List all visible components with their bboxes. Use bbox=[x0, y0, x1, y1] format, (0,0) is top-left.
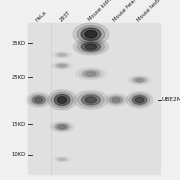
Ellipse shape bbox=[54, 63, 70, 68]
Text: 25KD: 25KD bbox=[12, 75, 26, 80]
Ellipse shape bbox=[85, 44, 97, 50]
Ellipse shape bbox=[86, 72, 96, 76]
Ellipse shape bbox=[57, 53, 68, 57]
Ellipse shape bbox=[104, 94, 128, 106]
Text: Mouse kidney: Mouse kidney bbox=[87, 0, 117, 22]
Ellipse shape bbox=[57, 96, 67, 103]
Text: 10KD: 10KD bbox=[12, 152, 26, 157]
Ellipse shape bbox=[128, 76, 151, 84]
Text: HeLa: HeLa bbox=[35, 10, 48, 22]
Ellipse shape bbox=[51, 92, 73, 108]
Ellipse shape bbox=[109, 96, 123, 103]
Text: UBE2M: UBE2M bbox=[162, 97, 180, 102]
Ellipse shape bbox=[56, 124, 69, 130]
Ellipse shape bbox=[126, 92, 153, 108]
Ellipse shape bbox=[73, 39, 108, 55]
Text: 15KD: 15KD bbox=[12, 122, 26, 127]
Ellipse shape bbox=[78, 93, 104, 107]
Ellipse shape bbox=[77, 25, 105, 43]
Ellipse shape bbox=[73, 23, 109, 46]
Bar bbox=[28, 23, 160, 174]
Ellipse shape bbox=[77, 40, 105, 53]
Ellipse shape bbox=[132, 95, 147, 104]
Ellipse shape bbox=[135, 97, 144, 103]
Ellipse shape bbox=[59, 54, 65, 56]
Ellipse shape bbox=[50, 122, 74, 132]
Ellipse shape bbox=[48, 90, 76, 110]
Ellipse shape bbox=[81, 95, 100, 105]
Ellipse shape bbox=[85, 30, 97, 38]
Ellipse shape bbox=[35, 97, 43, 102]
Ellipse shape bbox=[81, 42, 101, 51]
Ellipse shape bbox=[55, 53, 70, 57]
Ellipse shape bbox=[112, 98, 120, 102]
Ellipse shape bbox=[85, 97, 97, 103]
Ellipse shape bbox=[55, 157, 69, 161]
Ellipse shape bbox=[51, 62, 73, 69]
Ellipse shape bbox=[59, 65, 66, 67]
Ellipse shape bbox=[59, 158, 65, 160]
Text: 35KD: 35KD bbox=[12, 41, 26, 46]
Ellipse shape bbox=[58, 125, 66, 129]
Ellipse shape bbox=[107, 95, 126, 105]
Ellipse shape bbox=[82, 71, 99, 77]
Ellipse shape bbox=[79, 69, 103, 78]
Text: Mouse heart: Mouse heart bbox=[112, 0, 139, 22]
Ellipse shape bbox=[29, 94, 48, 106]
Text: 293T: 293T bbox=[58, 10, 71, 22]
Ellipse shape bbox=[57, 158, 67, 161]
Ellipse shape bbox=[131, 77, 148, 83]
Ellipse shape bbox=[133, 78, 146, 82]
Ellipse shape bbox=[53, 123, 71, 131]
Ellipse shape bbox=[74, 91, 108, 109]
Ellipse shape bbox=[27, 93, 51, 107]
Ellipse shape bbox=[54, 94, 70, 105]
Ellipse shape bbox=[136, 79, 143, 82]
Ellipse shape bbox=[81, 28, 101, 40]
Ellipse shape bbox=[32, 96, 45, 104]
Ellipse shape bbox=[129, 94, 150, 106]
Ellipse shape bbox=[76, 68, 106, 80]
Text: Mouse testis: Mouse testis bbox=[136, 0, 163, 22]
Ellipse shape bbox=[56, 64, 68, 68]
